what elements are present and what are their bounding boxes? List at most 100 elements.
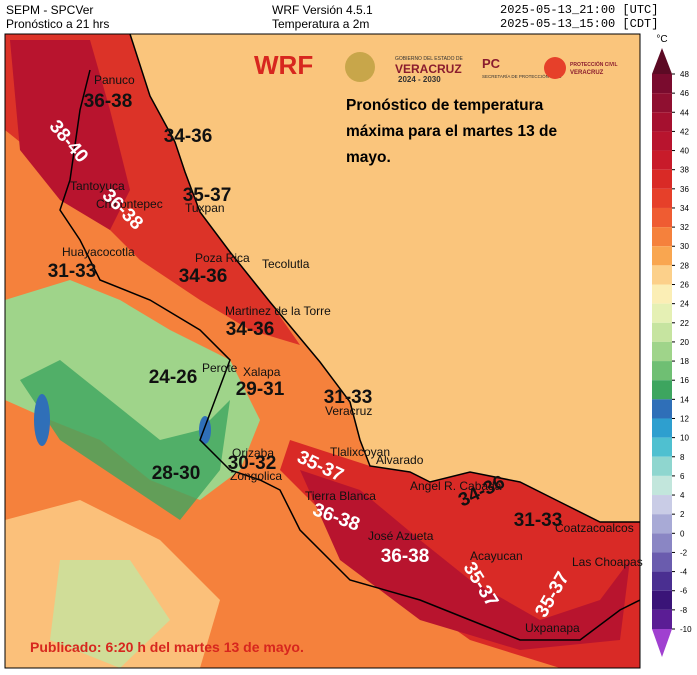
description-line: mayo. xyxy=(346,149,391,166)
description-line: Pronóstico de temperatura xyxy=(346,97,544,114)
colorbar-cell xyxy=(652,303,672,323)
colorbar-tick-label: 36 xyxy=(680,185,689,194)
colorbar-tick-label: -4 xyxy=(680,568,688,577)
colorbar-tick-label: 32 xyxy=(680,223,689,232)
colorbar-tick-label: 2 xyxy=(680,510,685,519)
colorbar-tick-label: 38 xyxy=(680,166,689,175)
colorbar-cell xyxy=(652,246,672,266)
logo-text: VERACRUZ xyxy=(395,62,462,76)
header-text: WRF Versión 4.5.1 xyxy=(272,3,373,17)
place: José Azueta xyxy=(368,529,434,543)
header-text: Pronóstico a 21 hrs xyxy=(6,17,110,31)
range-label: 35-37 xyxy=(183,185,232,206)
colorbar-tick-label: 24 xyxy=(680,300,689,309)
description-line: máxima para el martes 13 de xyxy=(346,123,557,140)
header-right: 2025-05-13_21:00 [UTC] 2025-05-13_15:00 … xyxy=(500,3,658,31)
header-text: Temperatura a 2m xyxy=(272,17,370,31)
hot-zone xyxy=(300,470,630,650)
colorbar-cell xyxy=(652,514,672,534)
colorbar-tick-label: 40 xyxy=(680,147,689,156)
range-label: 31-33 xyxy=(514,510,563,531)
place: Angel R. Cabada xyxy=(410,479,502,493)
colorbar-tick-label: 0 xyxy=(680,529,685,538)
map-frame xyxy=(4,33,641,669)
place: Zongolica xyxy=(230,469,282,483)
logo-text: PROTECCIÓN CIVIL xyxy=(570,60,618,68)
logo-text: SECRETARÍA DE PROTECCIÓN CIVIL xyxy=(482,73,562,79)
place: Panuco xyxy=(94,73,135,87)
colorbar-tick-label: -6 xyxy=(680,587,688,596)
colorbar-cell xyxy=(652,399,672,419)
header-text: SEPM - SPCVer xyxy=(6,3,94,17)
header-center: WRF Versión 4.5.1 Temperatura a 2m xyxy=(272,3,373,31)
colorbar-unit: °C xyxy=(656,34,667,45)
seal xyxy=(345,52,375,82)
colorbar-tick-label: 6 xyxy=(680,472,685,481)
colorbar-cell xyxy=(652,227,672,247)
colorbar-tick-label: 12 xyxy=(680,414,689,423)
place: Poza Rica xyxy=(195,251,250,265)
colorbar-cell xyxy=(652,207,672,228)
gulf xyxy=(130,34,640,522)
colorbar-cell xyxy=(652,629,672,657)
pc-icon xyxy=(544,57,566,79)
range-label: 28-30 xyxy=(152,463,201,484)
place: Huayacocotla xyxy=(62,245,135,259)
place: Tantoyuca xyxy=(70,179,125,193)
cool-zone xyxy=(34,394,50,446)
colorbar-cell xyxy=(652,169,672,189)
colorbar-tick-label: 42 xyxy=(680,127,689,136)
colorbar-cell xyxy=(652,437,672,457)
place: Tecolutla xyxy=(262,257,310,271)
place: Acayucan xyxy=(470,549,523,563)
state-border xyxy=(59,69,640,641)
colorbar-tick-label: -10 xyxy=(680,625,692,634)
colorbar-cell xyxy=(652,533,672,553)
place: Veracruz xyxy=(325,404,372,418)
place: Chicontepec xyxy=(96,197,163,211)
range-label: 30-32 xyxy=(228,453,277,474)
published: Publicado: 6:20 h del martes 13 de mayo. xyxy=(30,639,304,655)
colorbar-cell xyxy=(652,571,672,591)
colorbar-tick-label: 10 xyxy=(680,434,689,443)
colorbar-cell xyxy=(652,380,672,400)
colorbar-tick-label: 4 xyxy=(680,491,685,500)
colorbar-cell xyxy=(652,74,672,94)
colorbar-tick-label: 14 xyxy=(680,395,689,404)
place: Coatzacoalcos xyxy=(555,521,634,535)
place: Martinez de la Torre xyxy=(225,304,331,318)
colorbar-cell xyxy=(652,418,672,438)
colorbar-tick-label: 46 xyxy=(680,89,689,98)
range-label: 31-33 xyxy=(48,261,97,282)
colorbar-tick-label: 30 xyxy=(680,242,689,251)
logo-text: VERACRUZ xyxy=(570,70,604,76)
colorbar-tick-label: 34 xyxy=(680,204,689,213)
header-text: 2025-05-13_21:00 [UTC] xyxy=(500,3,659,17)
colorbar-cell xyxy=(652,93,672,113)
range-label: 31-33 xyxy=(324,387,373,408)
colorbar-tick-label: 8 xyxy=(680,453,685,462)
colorbar-cell xyxy=(652,552,672,572)
header-text: 2025-05-13_15:00 [CDT] xyxy=(500,17,659,31)
description: Pronóstico de temperatura máxima para el… xyxy=(346,97,557,166)
colorbar-cell xyxy=(652,456,672,476)
colorbar-tick-label: 20 xyxy=(680,338,689,347)
colorbar-cell xyxy=(652,495,672,515)
colorbar: 4846444240383634323028262422201816141210… xyxy=(652,48,692,657)
colorbar-cell xyxy=(652,590,672,610)
coastline xyxy=(129,34,640,523)
cool-zone xyxy=(50,560,170,668)
colorbar-cell xyxy=(652,322,672,342)
colorbar-cell xyxy=(652,150,672,170)
colorbar-cell xyxy=(652,361,672,381)
range-label: 36-38 xyxy=(381,546,430,567)
hot-zone xyxy=(10,40,130,230)
place: Uxpanapa xyxy=(525,621,580,635)
colorbar-cell xyxy=(652,188,672,208)
colorbar-cell xyxy=(652,265,672,285)
place: Alvarado xyxy=(376,453,424,467)
places: Panuco Tantoyuca Chicontepec Tuxpan Huay… xyxy=(62,73,643,635)
colorbar-tick-label: 44 xyxy=(680,108,689,117)
model-logo: WRF xyxy=(254,50,313,80)
